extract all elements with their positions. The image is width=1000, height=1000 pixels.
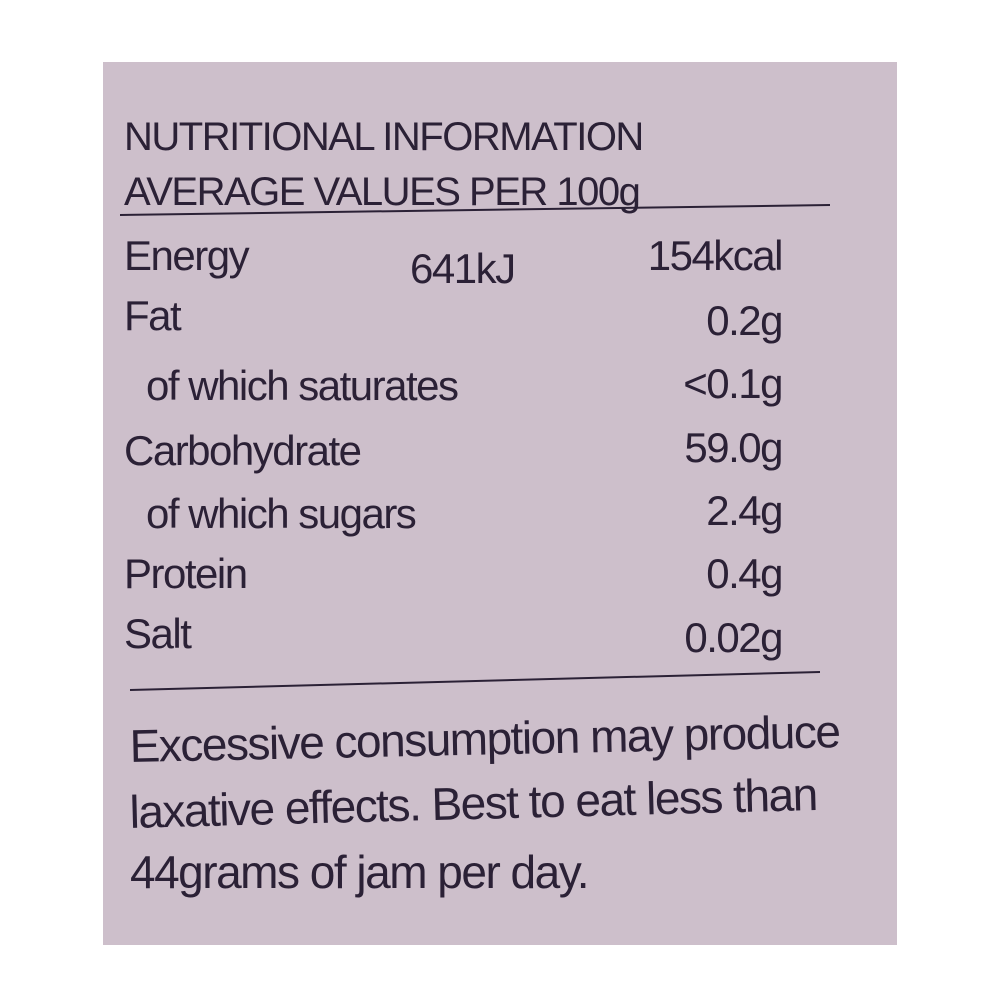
row-label: Protein — [124, 550, 247, 597]
row-value: 0.02g — [684, 614, 782, 661]
row-value: 59.0g — [684, 424, 782, 471]
divider — [119, 204, 831, 216]
subtitle: AVERAGE VALUES PER 100g — [124, 170, 639, 214]
row-label: Salt — [124, 610, 192, 657]
row-value: 2.4g — [706, 487, 782, 534]
row-label: Carbohydrate — [124, 427, 361, 474]
row-label: Energy — [124, 232, 250, 279]
note-line: 44grams of jam per day. — [130, 846, 588, 898]
row-value: 0.4g — [706, 550, 782, 597]
row-value: 154kcal — [648, 232, 782, 279]
divider — [129, 671, 821, 691]
row-value: 0.2g — [706, 297, 782, 344]
row-label: of which saturates — [146, 362, 458, 409]
row-value: 641kJ — [410, 245, 515, 292]
row-label: Fat — [124, 292, 182, 339]
row-label: of which sugars — [146, 490, 416, 537]
row-value: <0.1g — [683, 360, 782, 407]
title: NUTRITIONAL INFORMATION — [124, 115, 643, 159]
